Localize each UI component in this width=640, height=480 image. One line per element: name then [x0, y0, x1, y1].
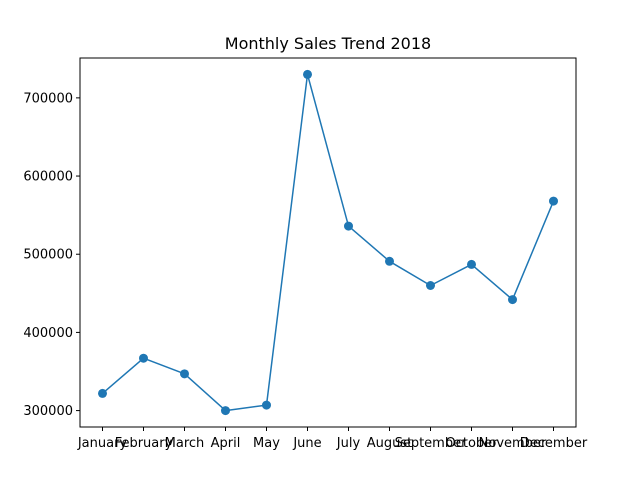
data-point — [180, 369, 189, 379]
x-tick-label: November — [479, 436, 547, 451]
data-point — [426, 280, 435, 290]
y-tick-label: 500000 — [23, 248, 73, 263]
data-point — [303, 69, 312, 79]
x-tick-label: March — [165, 436, 205, 451]
data-point — [98, 388, 107, 398]
y-axis: 300000 400000 500000 600000 700000 — [23, 91, 80, 419]
series-line-group — [98, 69, 558, 416]
data-point — [221, 406, 230, 416]
y-tick-label: 700000 — [23, 91, 73, 106]
x-tick-label: July — [336, 436, 361, 451]
data-point — [508, 295, 517, 305]
y-tick-label: 300000 — [23, 404, 73, 419]
x-tick-label: September — [395, 436, 468, 451]
chart-title: Monthly Sales Trend 2018 — [225, 34, 431, 53]
data-point — [139, 353, 148, 363]
data-point — [385, 256, 394, 266]
x-tick-label: December — [520, 436, 588, 451]
series-line — [102, 73, 555, 412]
data-point — [549, 196, 558, 206]
x-tick-label: April — [211, 436, 241, 451]
x-tick-label: May — [253, 436, 280, 451]
x-tick-label: October — [445, 436, 498, 451]
x-tick-label: August — [367, 436, 413, 451]
x-tick-label: June — [292, 436, 321, 451]
y-tick-label: 600000 — [23, 170, 73, 185]
x-tick-label: January — [77, 436, 128, 451]
y-tick-label: 400000 — [23, 326, 73, 341]
data-point — [344, 221, 353, 231]
plot-area — [79, 57, 577, 428]
data-point — [467, 259, 476, 269]
x-tick-label: February — [115, 436, 173, 451]
data-point — [262, 400, 271, 410]
